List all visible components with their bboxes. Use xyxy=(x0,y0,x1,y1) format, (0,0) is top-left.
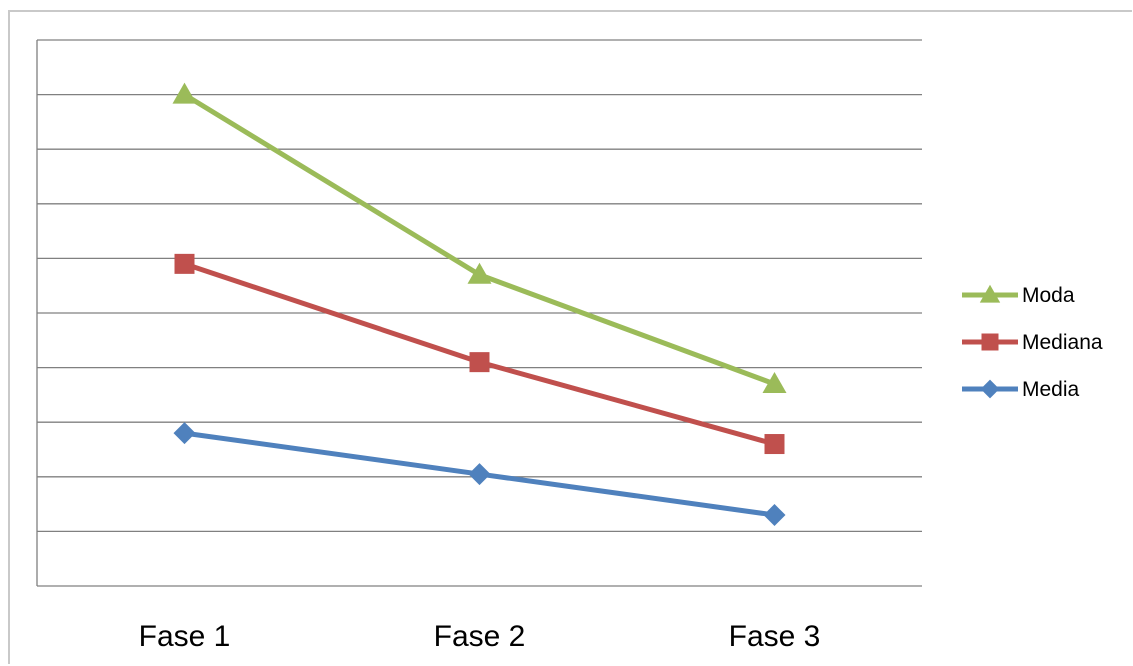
data-point-mediana xyxy=(469,352,490,373)
legend-item-mediana: Mediana xyxy=(962,331,1103,354)
data-point-media xyxy=(173,422,196,445)
series-media xyxy=(173,422,786,527)
legend-marker-mediana xyxy=(981,333,999,351)
data-point-media xyxy=(468,463,491,486)
series-line-moda xyxy=(182,92,777,387)
data-point-mediana xyxy=(174,253,195,274)
data-point-moda xyxy=(467,262,492,284)
x-tick-label: Fase 3 xyxy=(729,620,821,653)
x-tick-label: Fase 1 xyxy=(139,620,231,653)
legend-label-moda: Moda xyxy=(1022,284,1075,307)
legend-label-media: Media xyxy=(1022,378,1080,401)
gridlines xyxy=(37,39,922,587)
legend: Moda Mediana Media xyxy=(962,284,1103,401)
legend-item-media: Media xyxy=(962,378,1080,401)
x-axis-tick-labels: Fase 1 Fase 2 Fase 3 xyxy=(139,620,821,653)
data-point-mediana xyxy=(764,434,785,455)
legend-marker-media xyxy=(980,379,1000,399)
x-tick-label: Fase 2 xyxy=(434,620,526,653)
series-moda xyxy=(172,82,787,393)
legend-marker-moda xyxy=(979,284,1001,303)
data-point-moda xyxy=(172,82,197,104)
series-mediana xyxy=(174,253,785,455)
data-point-media xyxy=(763,504,786,527)
legend-item-moda: Moda xyxy=(962,284,1075,307)
data-point-moda xyxy=(762,371,787,393)
legend-label-mediana: Mediana xyxy=(1022,331,1103,354)
chart-frame xyxy=(8,10,1132,664)
series-layer xyxy=(172,82,787,527)
